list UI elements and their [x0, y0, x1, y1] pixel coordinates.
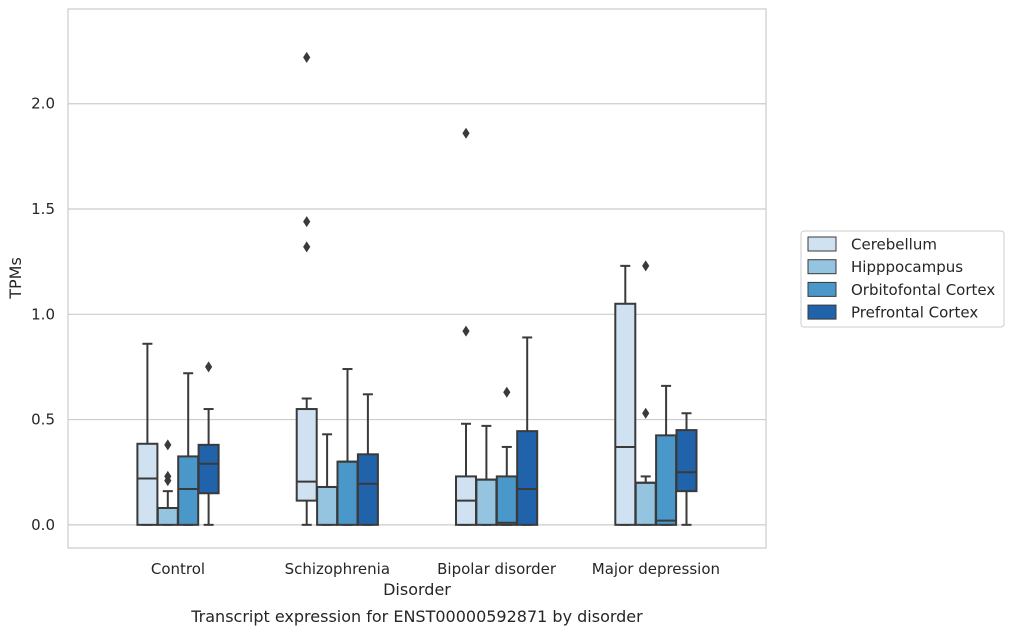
legend-item-cerebellum: Cerebellum: [807, 236, 937, 254]
box-cerebellum-bipolar-disorder: [455, 127, 477, 526]
outlier-point: [205, 361, 213, 373]
outlier-point: [462, 325, 470, 337]
legend-item-hipppocampus: Hipppocampus: [807, 258, 963, 276]
box-hipppocampus-bipolar-disorder: [475, 424, 498, 526]
iqr-box: [356, 453, 379, 526]
x-axis-title: Disorder: [383, 580, 451, 599]
outlier-point: [164, 439, 172, 451]
iqr-box: [197, 443, 220, 495]
iqr-box: [336, 460, 359, 526]
iqr-box: [156, 506, 179, 526]
iqr-box: [177, 455, 200, 526]
legend-swatch: [807, 281, 837, 297]
box-prefrontal-cortex-control: [197, 361, 220, 526]
y-tick-label: 2.0: [31, 95, 55, 113]
y-axis-title: TPMs: [6, 257, 25, 300]
box-groups: [136, 51, 698, 526]
box-orbitofontal-cortex-major-depression: [655, 384, 678, 526]
outlier-point: [303, 216, 311, 228]
box-cerebellum-major-depression: [614, 264, 637, 526]
iqr-box: [675, 429, 698, 493]
legend-item-prefrontal-cortex: Prefrontal Cortex: [807, 304, 978, 322]
box-orbitofontal-cortex-schizophrenia: [336, 368, 359, 526]
box-prefrontal-cortex-schizophrenia: [356, 393, 379, 526]
box-orbitofontal-cortex-bipolar-disorder: [495, 386, 518, 526]
y-tick-label: 0.0: [31, 516, 55, 534]
iqr-box: [516, 430, 539, 526]
box-hipppocampus-major-depression: [634, 260, 657, 526]
chart-title: Transcript expression for ENST0000059287…: [190, 607, 643, 626]
y-tick-label: 1.5: [31, 200, 55, 218]
x-tick-label-bipolar-disorder: Bipolar disorder: [437, 560, 557, 578]
box-cerebellum-schizophrenia: [295, 51, 318, 526]
x-tick-label-control: Control: [151, 560, 205, 578]
iqr-box: [495, 475, 518, 526]
legend-frame: [800, 230, 1005, 328]
legend-label: Prefrontal Cortex: [851, 304, 978, 322]
y-tick-label: 0.5: [31, 411, 55, 429]
iqr-box: [136, 442, 159, 526]
y-axis-ticks: 0.0 0.5 1.0 1.5 2.0: [31, 95, 55, 534]
legend-swatch: [807, 236, 837, 252]
iqr-box: [634, 481, 657, 526]
y-tick-label: 1.0: [31, 305, 55, 323]
box-hipppocampus-schizophrenia: [316, 433, 339, 526]
x-tick-label-schizophrenia: Schizophrenia: [285, 560, 390, 578]
legend-swatch: [807, 259, 837, 275]
iqr-box: [316, 485, 339, 526]
legend-label: Hipppocampus: [851, 258, 963, 276]
plot-area-frame: [67, 8, 767, 549]
x-tick-label-major-depression: Major depression: [592, 560, 720, 578]
outlier-point: [642, 260, 650, 272]
outlier-point: [642, 407, 650, 419]
box-prefrontal-cortex-major-depression: [675, 412, 698, 526]
iqr-box: [475, 478, 498, 526]
iqr-box: [295, 408, 318, 502]
box-orbitofontal-cortex-control: [177, 372, 200, 526]
legend-item-orbitofontal-cortex: Orbitofontal Cortex: [807, 281, 995, 299]
outlier-point: [303, 51, 311, 63]
outlier-point: [303, 241, 311, 253]
outlier-point: [462, 127, 470, 139]
x-axis-ticks: Control Schizophrenia Bipolar disorder Majo…: [151, 560, 720, 578]
legend-label: Orbitofontal Cortex: [851, 281, 995, 299]
iqr-box: [614, 302, 637, 526]
legend-label: Cerebellum: [851, 236, 937, 254]
box-prefrontal-cortex-bipolar-disorder: [516, 336, 539, 526]
outlier-point: [164, 470, 172, 482]
iqr-box: [655, 434, 678, 526]
legend-swatch: [807, 304, 837, 320]
box-cerebellum-control: [136, 342, 159, 526]
outlier-point: [503, 386, 511, 398]
legend: Cerebellum Hipppocampus Orbitofontal Corte…: [800, 230, 1005, 328]
box-hipppocampus-control: [156, 439, 179, 526]
